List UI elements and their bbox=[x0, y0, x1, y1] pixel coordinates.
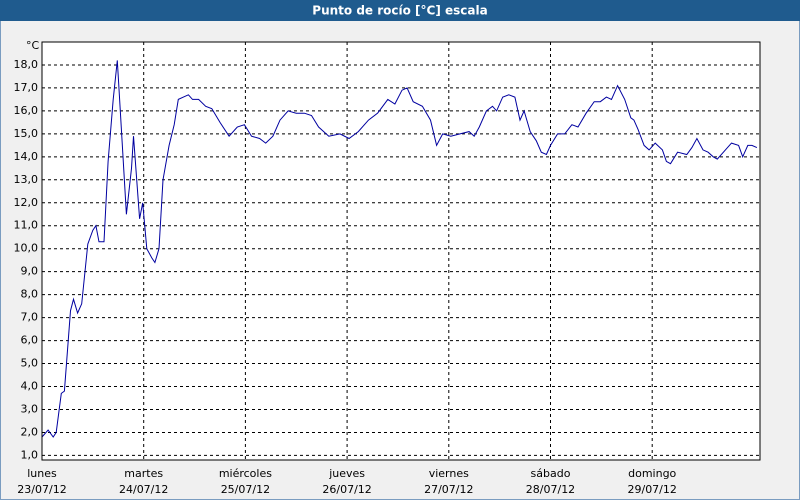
x-tick-date: 26/07/12 bbox=[322, 483, 371, 496]
x-tick-date: 27/07/12 bbox=[424, 483, 473, 496]
x-tick-label: domingo bbox=[628, 467, 676, 480]
x-tick-label: sábado bbox=[531, 467, 571, 480]
y-tick-label: 2,0 bbox=[21, 425, 39, 438]
y-tick-label: 7,0 bbox=[21, 311, 39, 324]
y-tick-label: 8,0 bbox=[21, 288, 39, 301]
title-bar bbox=[0, 0, 800, 21]
chart-title: Punto de rocío [°C] escala bbox=[312, 4, 487, 18]
x-tick-date: 24/07/12 bbox=[119, 483, 168, 496]
y-tick-label: 4,0 bbox=[21, 380, 39, 393]
y-tick-label: 17,0 bbox=[14, 81, 39, 94]
y-tick-label: 12,0 bbox=[14, 196, 39, 209]
y-tick-label: 18,0 bbox=[14, 58, 39, 71]
y-axis-unit: °C bbox=[26, 39, 40, 52]
y-tick-label: 16,0 bbox=[14, 104, 39, 117]
y-tick-label: 10,0 bbox=[14, 242, 39, 255]
x-tick-label: martes bbox=[124, 467, 163, 480]
y-tick-label: 15,0 bbox=[14, 127, 39, 140]
y-tick-label: 5,0 bbox=[21, 357, 39, 370]
x-tick-date: 29/07/12 bbox=[627, 483, 676, 496]
plot-area bbox=[42, 42, 760, 460]
y-tick-label: 9,0 bbox=[21, 265, 39, 278]
data-line bbox=[41, 60, 758, 438]
x-tick-date: 28/07/12 bbox=[526, 483, 575, 496]
y-tick-label: 1,0 bbox=[21, 448, 39, 461]
x-tick-label: jueves bbox=[328, 467, 365, 480]
plot-border bbox=[41, 41, 761, 461]
x-tick-date: 25/07/12 bbox=[221, 483, 270, 496]
y-tick-label: 13,0 bbox=[14, 173, 39, 186]
y-tick-label: 3,0 bbox=[21, 402, 39, 415]
x-tick-date: 23/07/12 bbox=[17, 483, 66, 496]
y-tick-label: 11,0 bbox=[14, 219, 39, 232]
y-tick-label: 6,0 bbox=[21, 334, 39, 347]
x-tick-label: lunes bbox=[27, 467, 57, 480]
x-tick-label: miércoles bbox=[219, 467, 272, 480]
x-tick-label: viernes bbox=[429, 467, 469, 480]
y-tick-label: 14,0 bbox=[14, 150, 39, 163]
